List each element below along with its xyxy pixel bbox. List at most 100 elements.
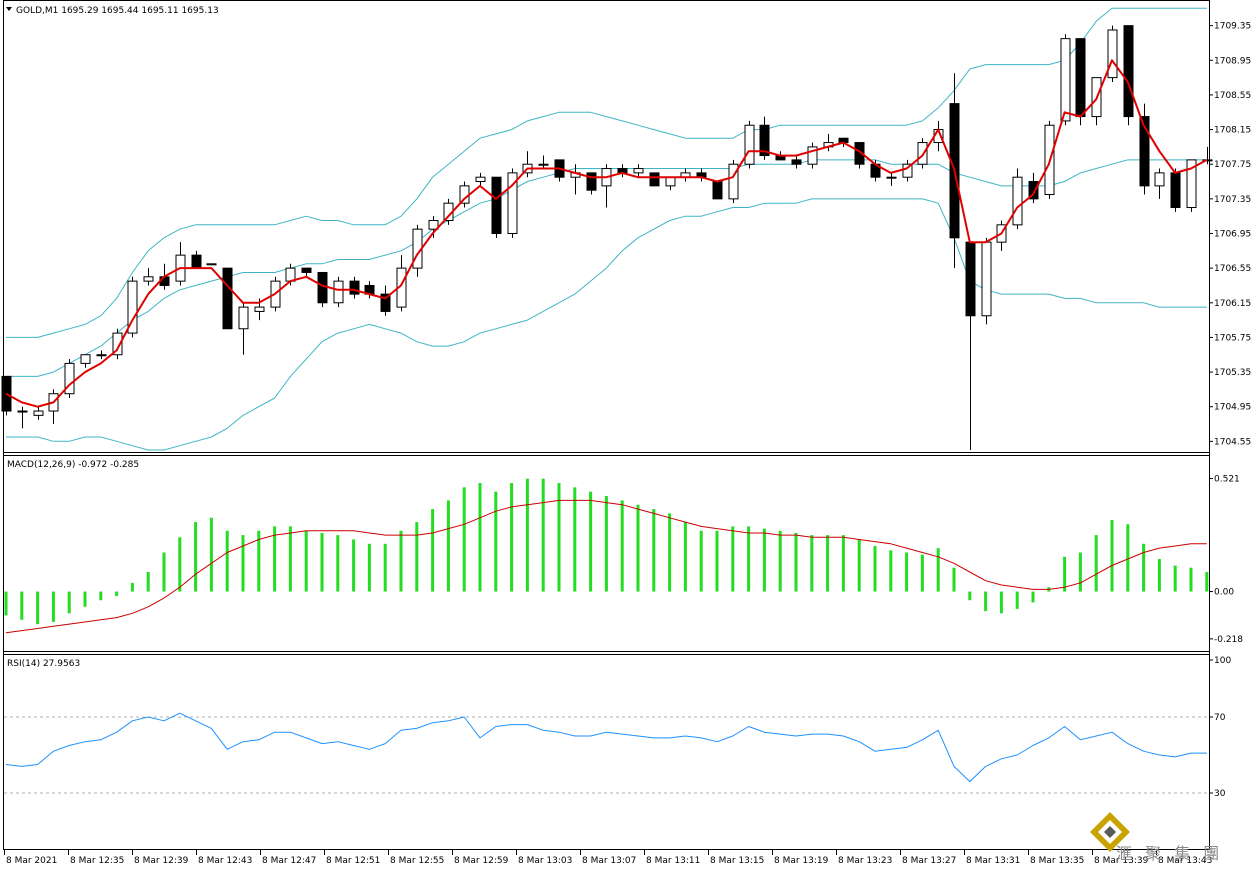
rsi-tick-label: 70 — [1214, 713, 1226, 723]
macd-histogram-bar — [747, 526, 751, 592]
rsi-tick-label: 100 — [1214, 656, 1231, 666]
macd-histogram-bar — [699, 530, 703, 592]
candle-body — [1170, 172, 1181, 209]
macd-histogram-bar — [51, 591, 55, 622]
macd-histogram-bar — [778, 530, 782, 592]
macd-histogram-bar — [920, 554, 924, 592]
candle-body — [917, 142, 928, 165]
macd-tick-label: 0.00 — [1214, 588, 1234, 598]
macd-tick-label: 0.521 — [1214, 474, 1240, 484]
macd-histogram-bar — [273, 526, 277, 592]
price-tick-label: 1707.75 — [1214, 160, 1251, 170]
macd-histogram-bar — [810, 535, 814, 592]
macd-histogram-bar — [525, 478, 529, 592]
time-tick-label: 8 Mar 13:03 — [518, 856, 572, 866]
macd-histogram-bar — [541, 478, 545, 592]
macd-histogram-bar — [288, 526, 292, 592]
bollinger-upper — [6, 7, 1207, 338]
price-tick-label: 1708.95 — [1214, 56, 1251, 66]
candle-body — [33, 410, 44, 416]
time-tick-label: 8 Mar 13:27 — [902, 856, 956, 866]
macd-histogram-bar — [257, 530, 261, 592]
time-tick-label: 8 Mar 12:51 — [326, 856, 380, 866]
dropdown-triangle-icon[interactable] — [6, 7, 12, 11]
candle-body — [807, 146, 818, 165]
time-tick-label: 8 Mar 13:43 — [1158, 856, 1212, 866]
macd-histogram-bar — [1173, 565, 1177, 592]
price-tick-label: 1705.35 — [1214, 368, 1251, 378]
moving-average-line — [5, 59, 1208, 408]
candle-body — [1202, 159, 1213, 162]
time-tick-label: 8 Mar 2021 — [6, 856, 57, 866]
candle-body — [254, 306, 265, 312]
price-tick-label: 1706.15 — [1214, 299, 1251, 309]
candle-body — [1123, 25, 1134, 118]
macd-histogram-bar — [336, 535, 340, 592]
macd-histogram-bar — [620, 500, 624, 592]
price-tick-label: 1705.75 — [1214, 333, 1251, 343]
watermark-text: 滙 聚 集 團 — [1116, 844, 1223, 863]
candle-body — [428, 220, 439, 230]
candle-body — [96, 354, 107, 357]
macd-histogram-bar — [178, 537, 182, 592]
price-tick-label: 1706.55 — [1214, 264, 1251, 274]
macd-histogram-bar — [494, 491, 498, 592]
macd-histogram-bar — [731, 526, 735, 592]
macd-histogram-bar — [652, 509, 656, 592]
time-tick-label: 8 Mar 13:35 — [1030, 856, 1084, 866]
time-tick-label: 8 Mar 13:39 — [1094, 856, 1149, 866]
macd-histogram-bar — [462, 487, 466, 592]
price-tick-label: 1706.95 — [1214, 229, 1251, 239]
macd-histogram-bar — [431, 509, 435, 592]
macd-histogram-bar — [715, 530, 719, 592]
macd-histogram-bar — [1157, 559, 1161, 592]
candle-body — [349, 280, 360, 295]
macd-histogram-bar — [999, 591, 1003, 614]
macd-title: MACD(12,26,9) -0.972 -0.285 — [7, 460, 139, 470]
candle-body — [965, 241, 976, 317]
candle-body — [1107, 29, 1118, 79]
price-tick-label: 1704.95 — [1214, 403, 1251, 413]
macd-histogram-bar — [194, 522, 198, 592]
time-tick-label: 8 Mar 13:15 — [710, 856, 764, 866]
candle-body — [538, 163, 549, 166]
price-tick-label: 1704.55 — [1214, 437, 1251, 447]
candle-body — [206, 263, 217, 266]
macd-histogram-bar — [130, 582, 134, 592]
candle-body — [1060, 38, 1071, 122]
candle-body — [64, 362, 75, 395]
macd-pane: 0.521 0.00 -0.218 — [4, 474, 1243, 645]
rsi-title: RSI(14) 27.9563 — [7, 659, 80, 669]
macd-signal-line — [5, 499, 1207, 634]
macd-histogram-bar — [241, 535, 245, 592]
candle-body — [1186, 159, 1197, 209]
macd-histogram-bar — [415, 522, 419, 592]
macd-histogram-bar — [399, 530, 403, 592]
time-tick-label: 8 Mar 13:19 — [774, 856, 829, 866]
time-tick-label: 8 Mar 12:39 — [134, 856, 189, 866]
macd-histogram-bar — [367, 543, 371, 592]
macd-histogram-bar — [1031, 591, 1035, 603]
price-tick-label: 1709.35 — [1214, 22, 1251, 32]
candle-body — [1154, 172, 1165, 187]
macd-histogram-bar — [1078, 552, 1082, 592]
time-tick-label: 8 Mar 12:47 — [262, 856, 316, 866]
macd-histogram-bar — [604, 496, 608, 592]
macd-histogram-bar — [1015, 591, 1019, 609]
macd-histogram-bar — [857, 539, 861, 592]
rsi-pane: 100 70 30 — [4, 656, 1231, 799]
symbol-info: GOLD,M1 1695.29 1695.44 1695.11 1695.13 — [16, 6, 219, 16]
macd-histogram-bar — [636, 504, 640, 592]
bollinger-lower — [6, 198, 1207, 451]
macd-histogram-bar — [209, 517, 213, 592]
candle-body — [301, 267, 312, 273]
time-tick-label: 8 Mar 12:59 — [454, 856, 509, 866]
candle-body — [649, 172, 660, 187]
macd-histogram-bar — [889, 550, 893, 592]
macd-histogram-bar — [668, 513, 672, 592]
candle-body — [17, 410, 28, 413]
macd-histogram-bar — [225, 530, 229, 592]
macd-histogram-bar — [99, 591, 103, 601]
macd-histogram-bar — [320, 532, 324, 592]
